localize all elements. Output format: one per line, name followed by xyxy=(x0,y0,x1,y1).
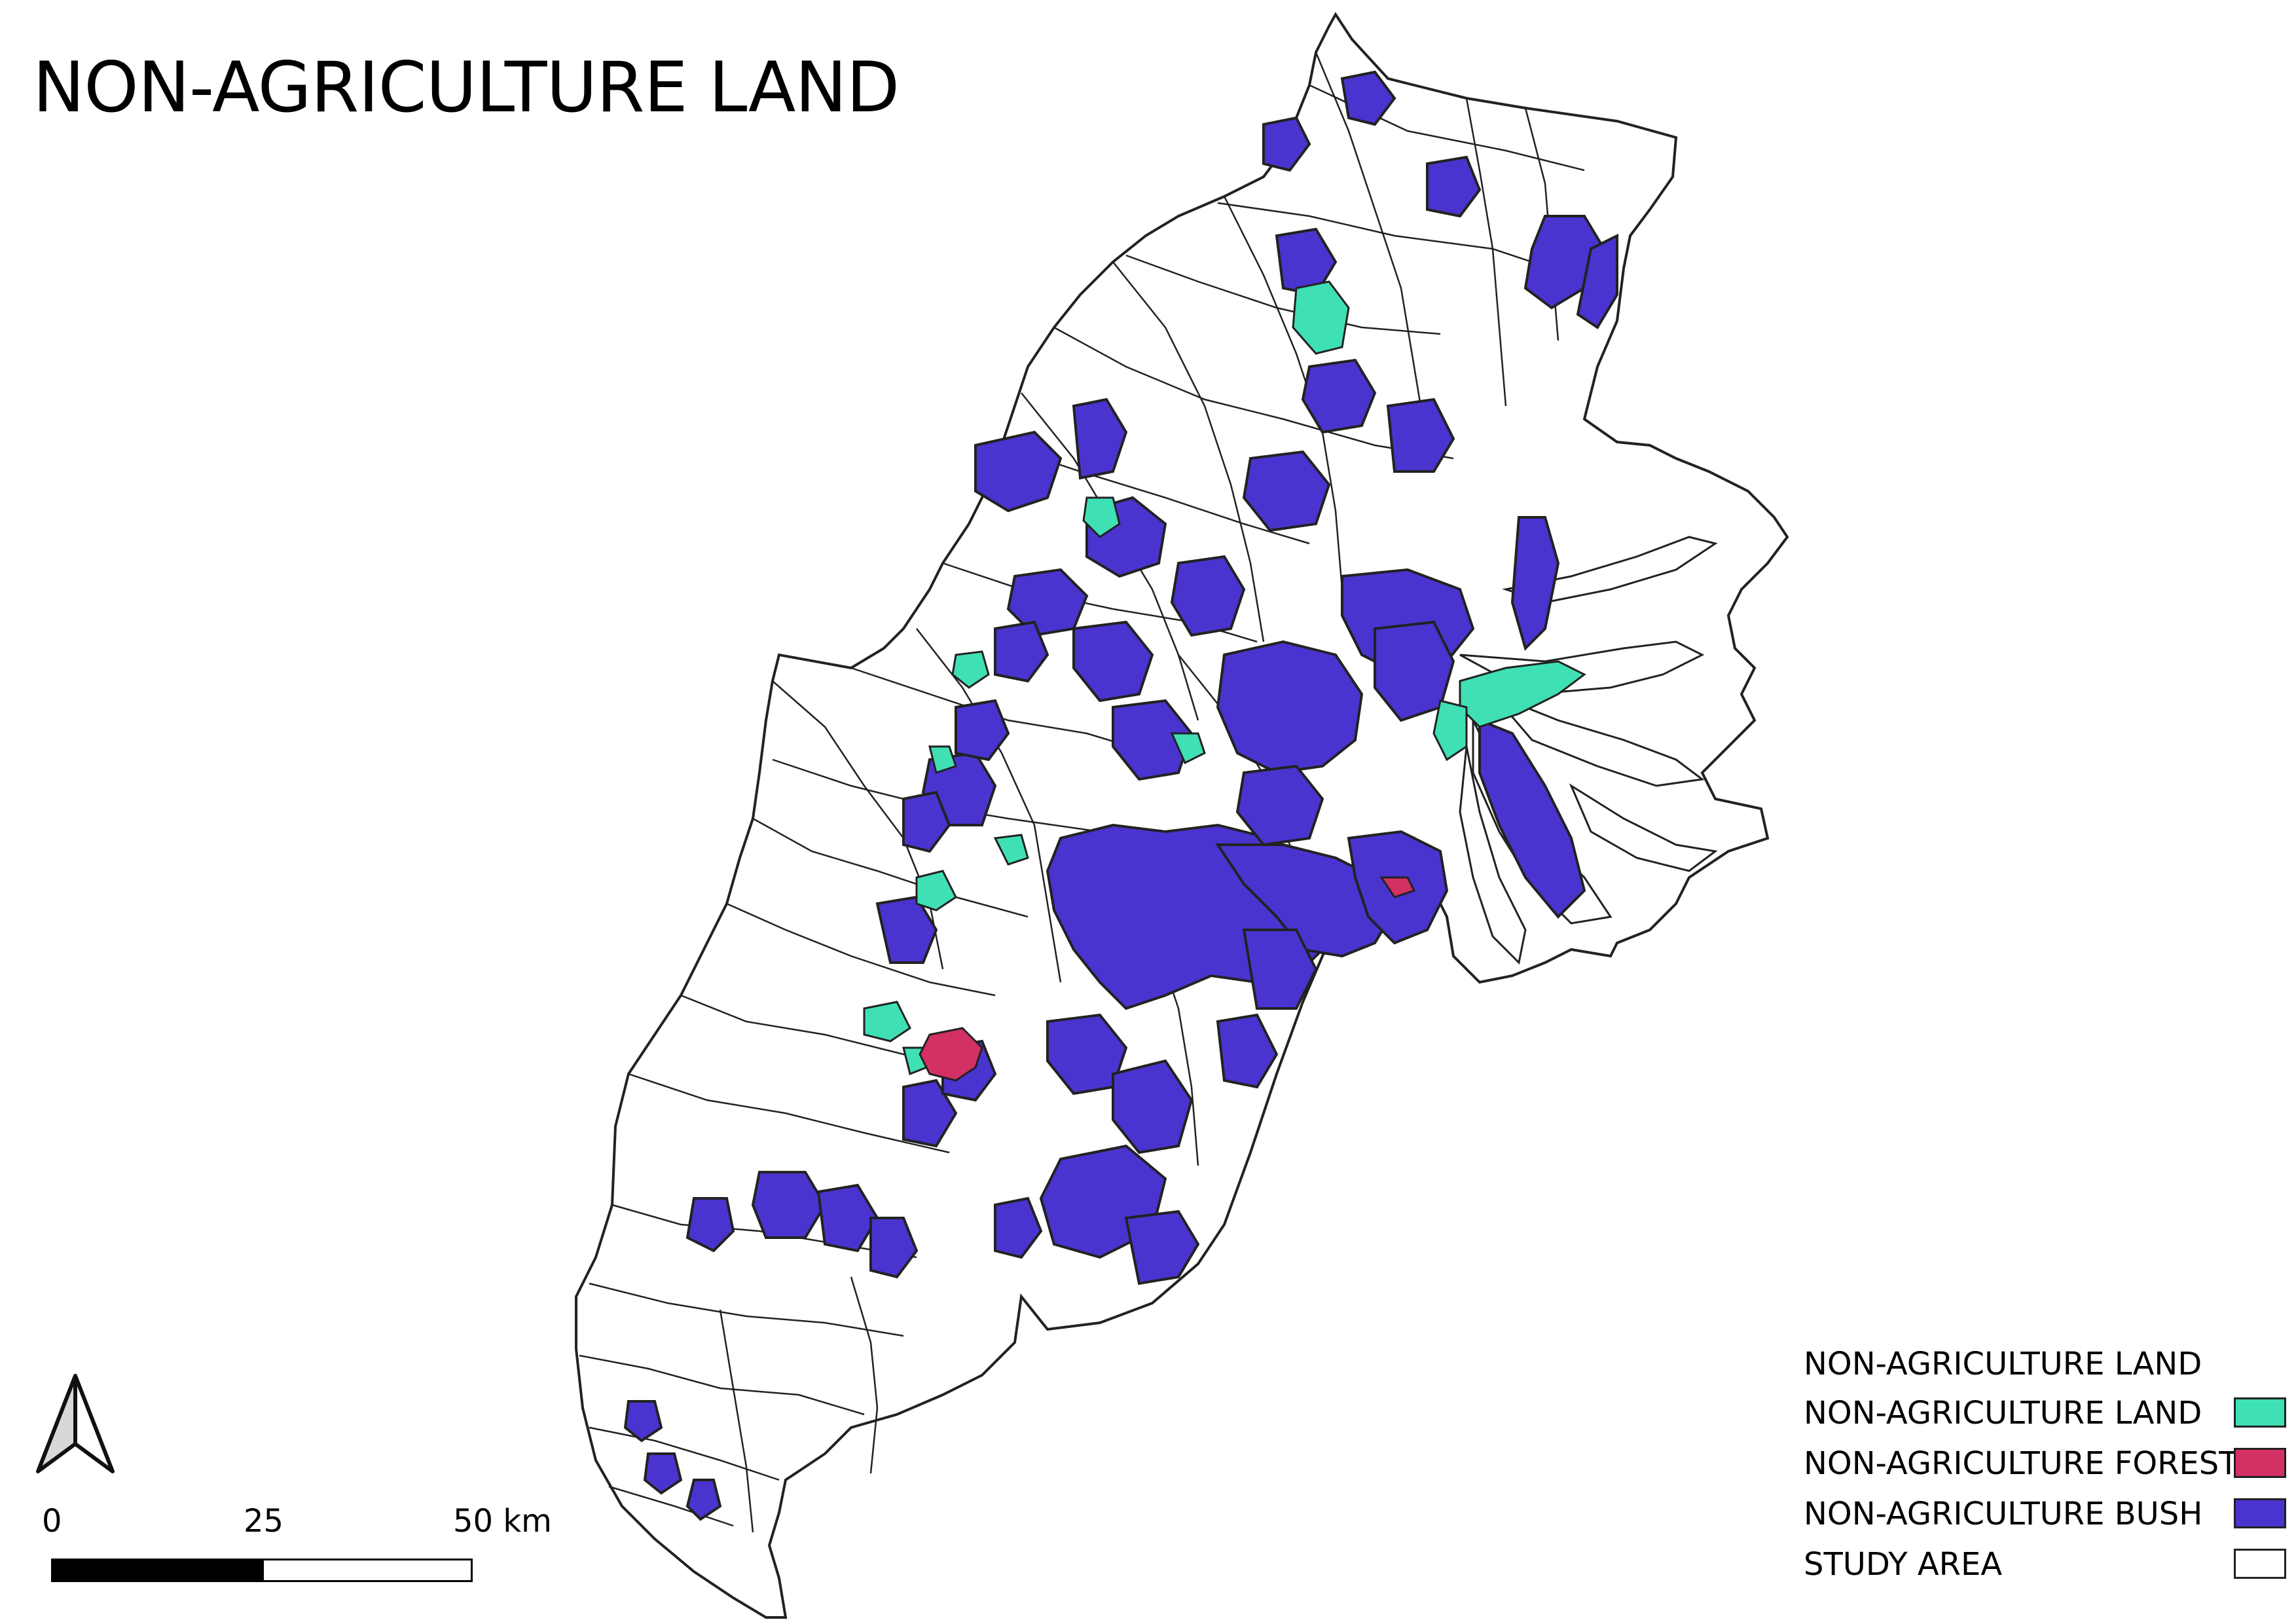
north-arrow-icon xyxy=(36,1374,115,1473)
legend-label: NON-AGRICULTURE BUSH xyxy=(1804,1496,2203,1532)
legend-swatch-bush xyxy=(2234,1498,2286,1528)
legend-item-study-area: STUDY AREA xyxy=(1804,1546,2288,1585)
legend-item-land: NON-AGRICULTURE LAND xyxy=(1804,1395,2288,1434)
legend-label: NON-AGRICULTURE FOREST xyxy=(1804,1445,2238,1482)
scale-segment-black xyxy=(51,1559,262,1582)
map-title: NON-AGRICULTURE LAND xyxy=(33,47,900,128)
legend-swatch-study-area xyxy=(2234,1549,2286,1579)
land-patches xyxy=(863,280,1586,1076)
legend-item-forest: NON-AGRICULTURE FOREST xyxy=(1804,1445,2288,1485)
legend-item-bush: NON-AGRICULTURE BUSH xyxy=(1804,1496,2288,1535)
bush-patches xyxy=(623,70,1618,1521)
legend-heading: NON-AGRICULTURE LAND xyxy=(1804,1346,2202,1382)
scale-bar: 0 25 50 km xyxy=(39,1503,552,1601)
scale-label-0: 0 xyxy=(42,1503,62,1540)
legend-swatch-forest xyxy=(2234,1448,2286,1478)
forest-patches xyxy=(919,876,1416,1082)
legend-label: NON-AGRICULTURE LAND xyxy=(1804,1395,2202,1431)
legend-label: STUDY AREA xyxy=(1804,1546,2003,1583)
scale-label-50km: 50 km xyxy=(453,1503,552,1540)
scale-segment-white xyxy=(262,1559,473,1582)
legend-swatch-land xyxy=(2234,1397,2286,1428)
scale-label-25: 25 xyxy=(244,1503,284,1540)
